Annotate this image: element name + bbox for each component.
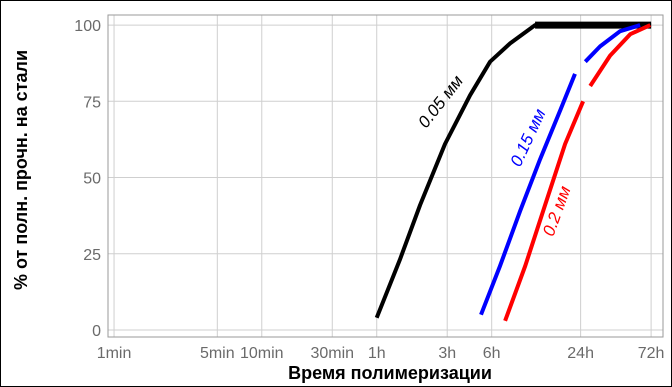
x-tick-label: 10min [240, 345, 284, 362]
plot-frame [107, 14, 664, 338]
y-axis-title: % от полн. прочн. на стали [11, 50, 31, 290]
series-line [588, 23, 652, 88]
grid [108, 15, 663, 337]
y-tick-label: 0 [92, 323, 101, 340]
y-tick-label: 100 [74, 18, 101, 35]
x-tick-label: 72h [638, 345, 665, 362]
x-axis-title: Время полимеризации [288, 363, 492, 383]
x-tick-label: 5min [200, 345, 235, 362]
x-tick-label: 6h [483, 345, 501, 362]
series-line [479, 73, 577, 316]
x-axis-ticks: 1min 5min 10min 30min 1h 3h 6h 24h 72h [97, 345, 665, 362]
x-tick-label: 1min [97, 345, 132, 362]
x-tick-label: 1h [368, 345, 386, 362]
series-line [503, 100, 585, 322]
x-tick-label: 24h [567, 345, 594, 362]
series-line [374, 23, 652, 319]
y-tick-label: 50 [83, 171, 101, 188]
y-axis-ticks: 0 25 50 75 100 [74, 18, 101, 340]
x-tick-label: 3h [438, 345, 456, 362]
series-line [583, 23, 641, 64]
series-group [374, 21, 652, 322]
y-tick-label: 75 [83, 94, 101, 111]
x-tick-label: 30min [310, 345, 354, 362]
y-tick-label: 25 [83, 247, 101, 264]
